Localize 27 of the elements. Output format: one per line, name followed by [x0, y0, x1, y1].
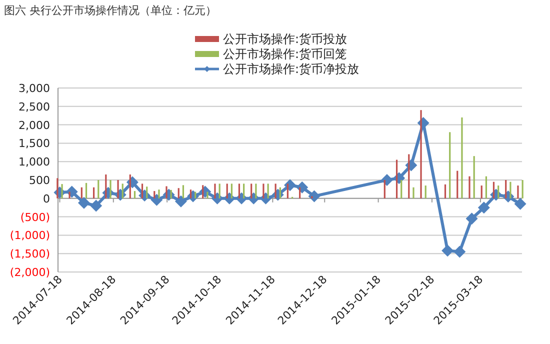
point	[308, 190, 320, 202]
point	[174, 195, 187, 208]
point	[442, 244, 454, 257]
y-tick-label: 0	[43, 192, 50, 206]
point	[454, 246, 466, 258]
point	[90, 200, 102, 212]
legend-label: 公开市场操作:货币净投放	[223, 62, 360, 76]
point	[380, 174, 393, 186]
chart-title: 图六 央行公开市场操作情况（单位：亿元）	[4, 4, 216, 17]
y-tick-label: (1,000)	[10, 229, 50, 242]
y-tick-label: (2,000)	[10, 266, 50, 279]
point	[478, 202, 490, 214]
y-tick-label: 1,500	[18, 137, 50, 150]
y-tick-label: 1,000	[18, 156, 50, 169]
point	[78, 196, 90, 209]
point	[466, 212, 478, 225]
y-tick-label: 2,000	[18, 118, 50, 132]
y-tick-label: (500)	[20, 210, 50, 224]
y-tick-label: 500	[29, 174, 50, 187]
point	[66, 186, 78, 198]
point	[514, 198, 526, 210]
y-tick-label: (1,500)	[10, 248, 50, 261]
legend-label: 公开市场操作:货币回笼	[223, 47, 348, 61]
y-tick-label: 3,000	[18, 82, 50, 95]
y-tick-label: 2,500	[18, 100, 50, 114]
legend-label: 公开市场操作:货币投放	[223, 32, 348, 46]
point	[296, 181, 308, 194]
